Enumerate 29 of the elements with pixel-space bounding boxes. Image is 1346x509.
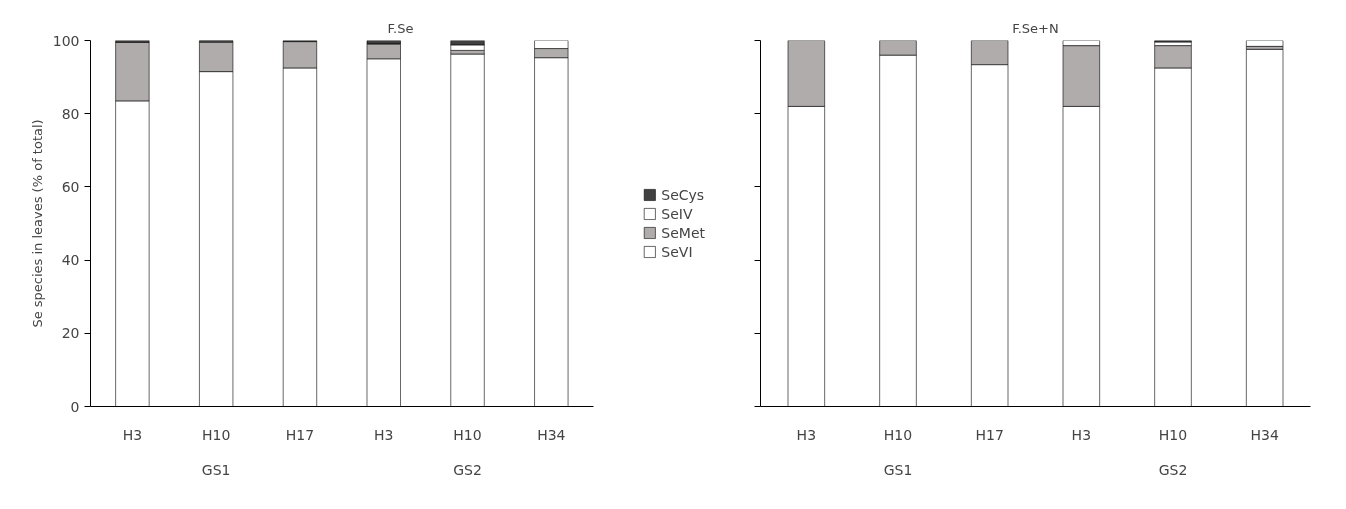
- text: GS1: [883, 461, 913, 478]
- legend-label: SeIV: [661, 205, 693, 222]
- x-tick-label: H17: [285, 426, 315, 443]
- legend-label: SeMet: [661, 224, 705, 241]
- y-axis-title: Se species in leaves (% of total): [29, 119, 45, 328]
- x-tick-label: H10: [202, 426, 231, 443]
- y-tick-label: 40: [61, 252, 80, 269]
- x-tick-label: H17: [975, 426, 1004, 443]
- chart-title: F.Se: [387, 20, 414, 36]
- text: GS1: [201, 461, 231, 478]
- y-tick-label: 80: [61, 105, 80, 122]
- x-tick-label: H3: [796, 426, 817, 443]
- y-tick-label: 60: [61, 178, 80, 195]
- y-tick-label: 20: [61, 325, 80, 342]
- y-tick-label: 0: [70, 398, 80, 415]
- x-tick-label: H10: [453, 426, 482, 443]
- x-tick-label: H10: [1158, 426, 1188, 443]
- y-tick-label: 100: [52, 32, 80, 49]
- x-tick-label: H34: [537, 426, 566, 443]
- text: GS2: [1158, 461, 1188, 478]
- x-tick-label: H34: [1250, 426, 1279, 443]
- text: GS2: [453, 461, 482, 478]
- legend-label: SeVI: [661, 243, 693, 260]
- x-tick-label: H3: [122, 426, 143, 443]
- legend-label: SeCys: [661, 186, 705, 203]
- x-tick-label: H3: [1071, 426, 1092, 443]
- x-tick-label: H3: [374, 426, 394, 443]
- x-tick-label: H10: [883, 426, 913, 443]
- chart-title: F.Se+N: [1012, 20, 1059, 36]
